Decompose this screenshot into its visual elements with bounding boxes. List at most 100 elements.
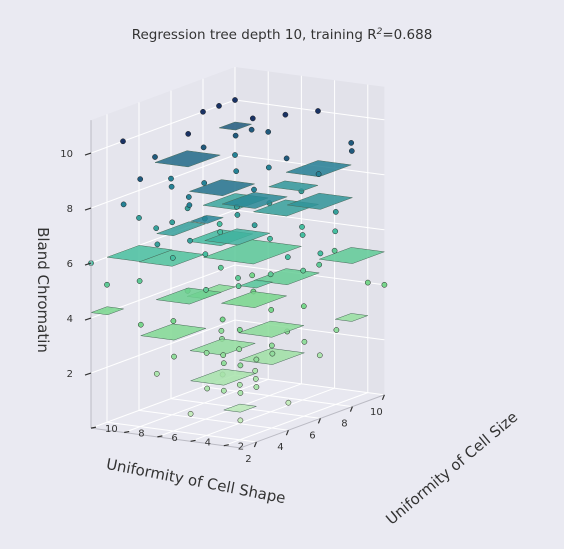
data-point xyxy=(316,352,323,359)
leaf-plane xyxy=(239,279,273,289)
grid-line xyxy=(202,386,353,408)
data-point xyxy=(315,108,321,114)
data-point xyxy=(284,254,291,260)
data-point xyxy=(315,171,322,177)
data-point xyxy=(187,237,193,244)
x-tick-mark xyxy=(253,441,257,448)
data-point xyxy=(104,281,110,288)
back-pane-right xyxy=(235,67,385,395)
leaf-plane xyxy=(287,192,353,210)
data-point xyxy=(237,362,244,369)
data-point xyxy=(154,241,161,248)
data-point xyxy=(332,228,339,235)
z-tick-label: 10 xyxy=(60,149,73,160)
x-tick-mark xyxy=(349,406,353,412)
data-point xyxy=(170,318,177,324)
data-point xyxy=(267,235,273,242)
x-tick-label: 2 xyxy=(245,454,251,465)
data-point xyxy=(236,346,243,353)
data-point xyxy=(120,138,126,145)
y-tick-mark xyxy=(157,435,163,438)
data-point xyxy=(168,175,174,182)
data-point xyxy=(233,168,240,175)
data-point xyxy=(136,215,142,221)
y-tick-mark xyxy=(190,439,196,442)
data-marks xyxy=(88,97,388,424)
x-axis-label: Uniformity of Cell Shape xyxy=(105,455,287,507)
leaf-plane xyxy=(204,228,271,246)
data-point xyxy=(200,144,207,151)
data-point xyxy=(136,278,143,284)
tick-labels: 2 4 6 8 10 2 4 6 8 10 2 4 6 8 10 xyxy=(60,149,385,465)
z-tick-mark xyxy=(84,317,92,321)
data-point xyxy=(317,250,324,257)
data-point xyxy=(300,267,307,274)
y-axis-line xyxy=(90,427,241,449)
data-point xyxy=(201,180,208,186)
data-point xyxy=(252,367,259,374)
data-point xyxy=(265,164,272,171)
data-point xyxy=(364,279,371,286)
data-point xyxy=(268,307,275,313)
data-point xyxy=(333,327,340,333)
x-tick-label: 10 xyxy=(370,407,383,418)
grid-line xyxy=(90,154,236,209)
data-point xyxy=(153,225,160,232)
data-point xyxy=(252,376,259,382)
leaf-plane xyxy=(190,215,224,224)
axis-lines xyxy=(90,120,385,449)
data-point xyxy=(219,316,226,323)
chart-title: Regression tree depth 10, training R2=0.… xyxy=(132,27,433,43)
grid-line xyxy=(90,374,236,429)
data-point xyxy=(220,387,227,394)
leaf-plane xyxy=(189,179,255,197)
data-point xyxy=(300,303,307,310)
data-point xyxy=(249,272,256,279)
y-tick-mark xyxy=(124,430,130,434)
data-point xyxy=(200,108,206,115)
data-point xyxy=(232,132,239,139)
data-point xyxy=(169,255,176,261)
data-point xyxy=(331,247,338,254)
data-point xyxy=(203,286,209,293)
data-point xyxy=(152,154,158,160)
data-point xyxy=(171,353,177,360)
data-point xyxy=(316,261,323,268)
grid-line xyxy=(234,319,385,341)
y-tick-label: 4 xyxy=(205,437,211,448)
z-tick-mark xyxy=(84,207,92,211)
data-point xyxy=(301,338,308,345)
grid-line xyxy=(138,409,289,431)
data-point xyxy=(185,194,192,200)
data-point xyxy=(169,219,176,226)
data-point xyxy=(218,327,225,334)
leaf-plane xyxy=(285,160,352,177)
grid-line xyxy=(124,378,269,433)
data-point xyxy=(185,131,192,137)
leaf-plane xyxy=(335,313,368,322)
leaf-plane xyxy=(223,403,257,413)
z-tick-label: 4 xyxy=(67,314,73,325)
leaf-plane xyxy=(238,320,304,338)
y-tick-label: 8 xyxy=(138,429,144,440)
data-point xyxy=(220,352,227,358)
leaf-plane xyxy=(221,291,287,308)
data-point xyxy=(299,232,306,238)
x-tick-label: 6 xyxy=(309,430,315,441)
data-point xyxy=(265,129,272,135)
leaf-plane xyxy=(221,192,288,209)
data-point xyxy=(236,326,243,333)
data-point xyxy=(237,417,244,424)
data-point xyxy=(249,115,256,122)
data-point xyxy=(381,281,388,288)
data-point xyxy=(217,229,224,235)
data-point xyxy=(236,381,243,388)
data-point xyxy=(204,385,211,392)
grid-line xyxy=(223,392,368,447)
data-point xyxy=(283,155,290,162)
data-point xyxy=(232,152,238,158)
data-point xyxy=(251,186,257,193)
y-tick-label: 10 xyxy=(105,424,118,435)
